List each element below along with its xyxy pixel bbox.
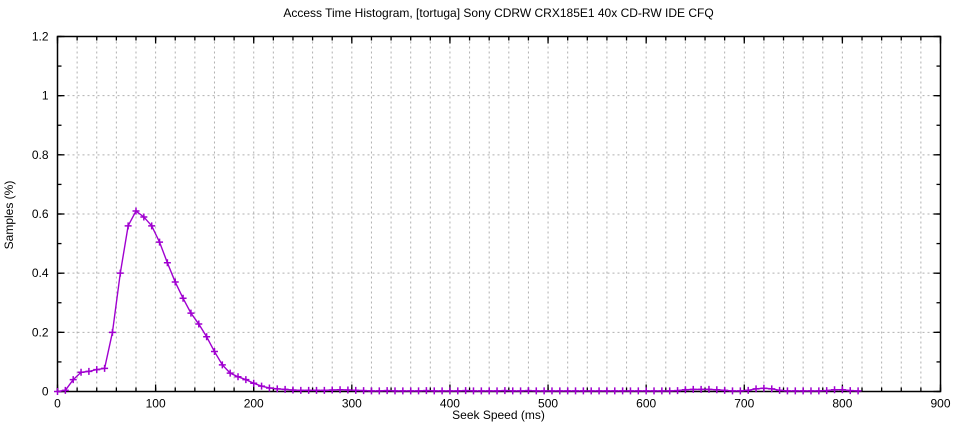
x-tick-label: 900: [930, 397, 950, 411]
x-tick-label: 200: [244, 397, 264, 411]
x-tick-label: 400: [440, 397, 460, 411]
y-tick-label: 0.6: [32, 207, 49, 221]
x-tick-label: 100: [146, 397, 166, 411]
x-tick-label: 700: [734, 397, 754, 411]
y-tick-label: 1.2: [32, 30, 49, 44]
series-line: [57, 209, 859, 393]
x-tick-labels: 0 100 200 300 400 500 600 700 800 900: [54, 397, 951, 411]
series-markers: [54, 207, 862, 395]
x-tick-label: 500: [538, 397, 558, 411]
grid-lines: [57, 36, 941, 392]
x-tick-label: 0: [54, 397, 61, 411]
x-axis-title: Seek Speed (ms): [452, 408, 545, 422]
y-tick-label: 0.4: [32, 266, 49, 280]
y-tick-label: 1: [42, 89, 49, 103]
x-tick-label: 300: [342, 397, 362, 411]
y-tick-labels: 0 0.2 0.4 0.6 0.8 1 1.2: [32, 30, 49, 399]
y-tick-label: 0.8: [32, 148, 49, 162]
y-tick-label: 0.2: [32, 325, 49, 339]
chart-title: Access Time Histogram, [tortuga] Sony CD…: [283, 6, 714, 20]
x-tick-label: 600: [636, 397, 656, 411]
x-tick-label: 800: [832, 397, 852, 411]
y-tick-label: 0: [42, 385, 49, 399]
